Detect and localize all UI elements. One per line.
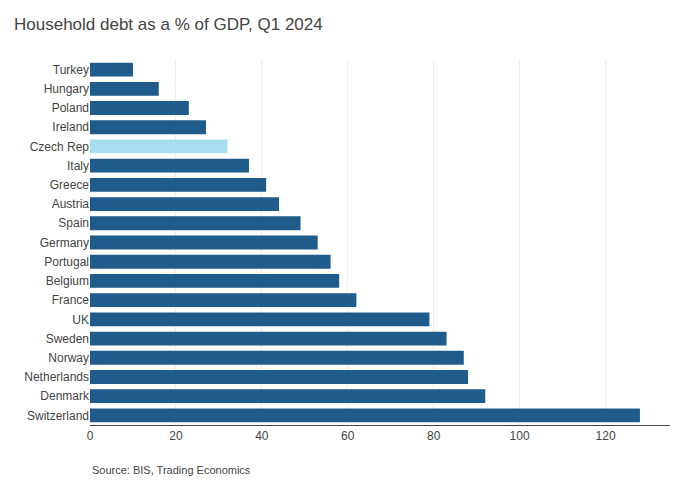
- svg-text:Austria: Austria: [52, 197, 90, 211]
- svg-text:100: 100: [510, 429, 530, 443]
- svg-text:120: 120: [596, 429, 616, 443]
- svg-text:Belgium: Belgium: [46, 274, 89, 288]
- svg-text:Poland: Poland: [52, 101, 89, 115]
- svg-text:Norway: Norway: [48, 351, 89, 365]
- svg-text:Greece: Greece: [50, 178, 90, 192]
- svg-text:40: 40: [255, 429, 269, 443]
- svg-text:Household debt as a % of GDP,: Household debt as a % of GDP, Q1 2024: [14, 15, 323, 34]
- svg-text:Sweden: Sweden: [46, 332, 89, 346]
- svg-text:Germany: Germany: [40, 236, 89, 250]
- svg-text:Portugal: Portugal: [44, 255, 89, 269]
- svg-text:Denmark: Denmark: [40, 389, 90, 403]
- svg-text:Czech Rep: Czech Rep: [30, 140, 90, 154]
- svg-text:0: 0: [87, 429, 94, 443]
- svg-text:France: France: [52, 293, 90, 307]
- svg-text:Spain: Spain: [58, 216, 89, 230]
- svg-text:80: 80: [427, 429, 441, 443]
- svg-text:Turkey: Turkey: [53, 63, 89, 77]
- svg-text:UK: UK: [72, 313, 89, 327]
- svg-text:Italy: Italy: [67, 159, 89, 173]
- svg-text:Ireland: Ireland: [52, 120, 89, 134]
- svg-text:Source: BIS, Trading Economics: Source: BIS, Trading Economics: [92, 464, 251, 476]
- svg-text:Netherlands: Netherlands: [24, 370, 89, 384]
- svg-text:Hungary: Hungary: [44, 82, 89, 96]
- svg-text:Switzerland: Switzerland: [27, 409, 89, 423]
- svg-text:20: 20: [169, 429, 183, 443]
- svg-text:60: 60: [341, 429, 355, 443]
